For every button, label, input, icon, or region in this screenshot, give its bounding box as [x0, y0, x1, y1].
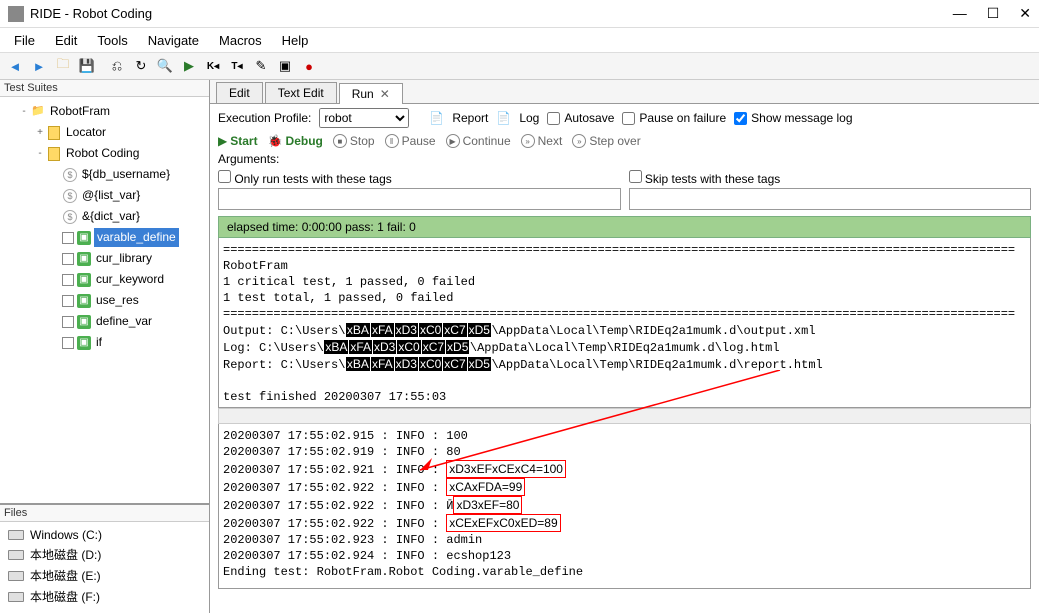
arguments-label: Arguments:: [210, 150, 1039, 168]
menu-bar: File Edit Tools Navigate Macros Help: [0, 28, 1039, 52]
forward-icon[interactable]: ►: [28, 55, 50, 77]
report-link[interactable]: Report: [452, 111, 488, 125]
title-bar: RIDE - Robot Coding — ☐ ✕: [0, 0, 1039, 28]
maximize-button[interactable]: ☐: [987, 5, 1000, 22]
profile-label: Execution Profile:: [218, 111, 311, 125]
menu-navigate[interactable]: Navigate: [140, 31, 207, 50]
left-sidebar: Test Suites -📁RobotFram+Locator-Robot Co…: [0, 80, 210, 613]
tree-item[interactable]: ▣define_var: [0, 311, 209, 332]
save-icon[interactable]: 💾: [76, 55, 98, 77]
test-suites-panel-title: Test Suites: [0, 80, 209, 97]
undo-icon[interactable]: ⎌: [106, 55, 128, 77]
menu-edit[interactable]: Edit: [47, 31, 85, 50]
drive-item[interactable]: 本地磁盘 (E:): [0, 565, 209, 586]
tree-item[interactable]: ▣cur_library: [0, 248, 209, 269]
search-icon[interactable]: 🔍: [154, 55, 176, 77]
test-icon[interactable]: T◂: [226, 55, 248, 77]
drive-item[interactable]: 本地磁盘 (F:): [0, 586, 209, 607]
menu-macros[interactable]: Macros: [211, 31, 270, 50]
tab-run[interactable]: Run✕: [339, 83, 403, 104]
stepover-button[interactable]: » Step over: [572, 134, 640, 148]
status-bar: elapsed time: 0:00:00 pass: 1 fail: 0: [218, 216, 1031, 238]
stop-button[interactable]: ■ Stop: [333, 134, 375, 148]
close-button[interactable]: ✕: [1019, 5, 1031, 22]
log-icon[interactable]: 📄: [496, 111, 511, 125]
tree-item[interactable]: $&{dict_var}: [0, 206, 209, 227]
edit-icon[interactable]: ✎: [250, 55, 272, 77]
redo-icon[interactable]: ↻: [130, 55, 152, 77]
tab-edit[interactable]: Edit: [216, 82, 263, 103]
back-icon[interactable]: ◄: [4, 55, 26, 77]
log-link[interactable]: Log: [519, 111, 539, 125]
output-console[interactable]: ========================================…: [218, 238, 1031, 408]
grid-icon[interactable]: ▣: [274, 55, 296, 77]
tree-item[interactable]: ▣if: [0, 332, 209, 353]
only-tags-checkbox[interactable]: Only run tests with these tags: [218, 172, 392, 186]
editor-tabs: EditText EditRun✕: [210, 80, 1039, 104]
right-pane: EditText EditRun✕ Execution Profile: rob…: [210, 80, 1039, 613]
drive-item[interactable]: Windows (C:): [0, 526, 209, 544]
menu-tools[interactable]: Tools: [89, 31, 135, 50]
tree-item[interactable]: ▣use_res: [0, 290, 209, 311]
skip-tags-checkbox[interactable]: Skip tests with these tags: [629, 172, 781, 186]
pause-on-failure-checkbox[interactable]: Pause on failure: [622, 111, 726, 125]
scrollbar-horizontal[interactable]: [218, 408, 1031, 424]
debug-button[interactable]: 🐞 Debug: [268, 134, 323, 148]
message-log-console[interactable]: 20200307 17:55:02.915 : INFO : 100202003…: [218, 424, 1031, 589]
run-control-row: ▶ Start 🐞 Debug ■ Stop ‖ Pause ▶ Continu…: [210, 132, 1039, 150]
tree-item[interactable]: ▣varable_define: [0, 227, 209, 248]
autosave-checkbox[interactable]: Autosave: [547, 111, 614, 125]
tags-row: Only run tests with these tags Skip test…: [210, 168, 1039, 212]
menu-help[interactable]: Help: [274, 31, 317, 50]
tree-item[interactable]: -Robot Coding: [0, 143, 209, 164]
report-icon[interactable]: 📄: [429, 111, 444, 125]
drive-item[interactable]: 本地磁盘 (D:): [0, 544, 209, 565]
next-button[interactable]: » Next: [521, 134, 563, 148]
skip-tags-input[interactable]: [629, 188, 1032, 210]
toolbar: ◄ ► 🗀 💾 ⎌ ↻ 🔍 ▶ K◂ T◂ ✎ ▣ ●: [0, 52, 1039, 80]
keyword-icon[interactable]: K◂: [202, 55, 224, 77]
tree-item[interactable]: +Locator: [0, 122, 209, 143]
tree-item[interactable]: ▣cur_keyword: [0, 269, 209, 290]
start-button[interactable]: ▶ Start: [218, 134, 258, 148]
app-icon: [8, 6, 24, 22]
run-icon[interactable]: ▶: [178, 55, 200, 77]
window-title: RIDE - Robot Coding: [30, 6, 953, 21]
drives-list[interactable]: Windows (C:)本地磁盘 (D:)本地磁盘 (E:)本地磁盘 (F:): [0, 522, 209, 611]
tree-item[interactable]: $${db_username}: [0, 164, 209, 185]
menu-file[interactable]: File: [6, 31, 43, 50]
show-message-log-checkbox[interactable]: Show message log: [734, 111, 852, 125]
tab-text-edit[interactable]: Text Edit: [265, 82, 337, 103]
files-panel: Files Windows (C:)本地磁盘 (D:)本地磁盘 (E:)本地磁盘…: [0, 503, 209, 613]
stop-icon[interactable]: ●: [298, 55, 320, 77]
continue-button[interactable]: ▶ Continue: [446, 134, 511, 148]
only-tags-input[interactable]: [218, 188, 621, 210]
tree-item[interactable]: -📁RobotFram: [0, 101, 209, 122]
window-controls: — ☐ ✕: [953, 5, 1031, 22]
pause-button[interactable]: ‖ Pause: [385, 134, 436, 148]
open-icon[interactable]: 🗀: [52, 55, 74, 77]
test-tree[interactable]: -📁RobotFram+Locator-Robot Coding$${db_us…: [0, 97, 209, 503]
tree-item[interactable]: $@{list_var}: [0, 185, 209, 206]
files-panel-title: Files: [0, 505, 209, 522]
profile-select[interactable]: robot: [319, 108, 409, 128]
minimize-button[interactable]: —: [953, 5, 967, 22]
run-options-row: Execution Profile: robot 📄 Report 📄 Log …: [210, 104, 1039, 132]
